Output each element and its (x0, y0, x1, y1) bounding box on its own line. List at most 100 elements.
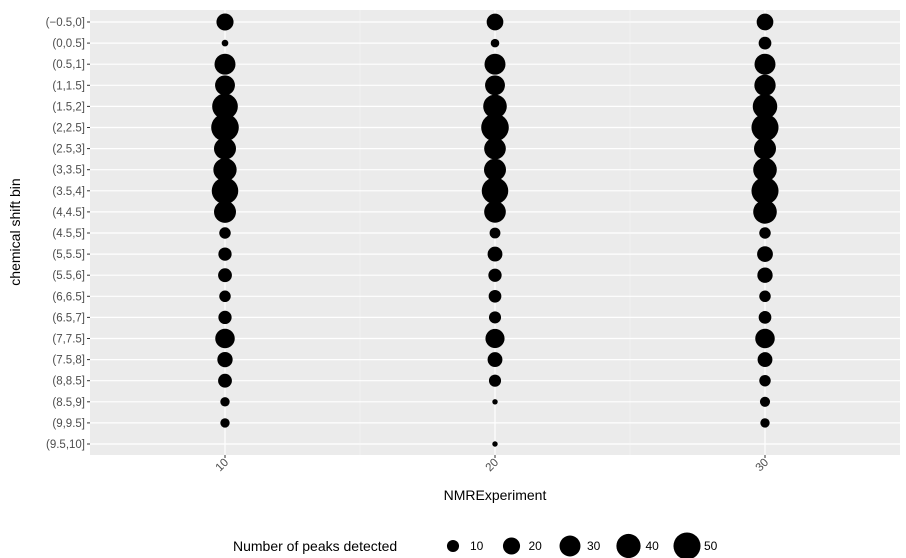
data-point (484, 201, 506, 223)
legend-label: 10 (470, 539, 484, 553)
y-tick-label: (−0.5,0] (46, 17, 85, 29)
data-point (758, 36, 772, 50)
data-point (492, 399, 498, 405)
y-tick-label: (0.5,1] (52, 59, 85, 71)
data-point (487, 352, 503, 368)
legend-label: 40 (646, 539, 660, 553)
data-point (490, 38, 500, 48)
data-point (752, 94, 778, 119)
data-point (218, 247, 232, 261)
legend-key (616, 533, 641, 558)
data-point (215, 328, 235, 349)
data-point (215, 75, 235, 96)
data-point (488, 289, 502, 303)
data-point (220, 397, 230, 407)
data-point (214, 200, 236, 223)
data-point (753, 200, 777, 224)
data-point (759, 374, 771, 387)
data-point (484, 53, 506, 75)
data-point (756, 13, 774, 31)
x-tick-label: 30 (754, 457, 772, 475)
data-point (213, 158, 237, 182)
data-point (211, 177, 239, 205)
data-point (488, 374, 502, 387)
data-point (754, 137, 776, 160)
data-point (481, 113, 509, 142)
data-point (757, 246, 773, 262)
y-tick-label: (6.5,7] (52, 312, 85, 324)
y-tick-label: (2,2.5] (52, 123, 85, 135)
data-point (755, 328, 775, 349)
data-point (751, 177, 779, 205)
data-point (216, 13, 234, 31)
x-axis-title: NMRExperiment (444, 487, 547, 503)
data-point (757, 352, 773, 368)
data-point (218, 373, 232, 388)
data-point (486, 13, 504, 31)
data-point (488, 268, 502, 282)
legend: Number of peaks detected 10 20 30 40 50 (233, 532, 718, 558)
y-tick-label: (3.5,4] (52, 186, 85, 198)
y-tick-label: (7,7.5] (52, 334, 85, 346)
data-point (217, 351, 233, 368)
data-point (211, 113, 239, 142)
y-tick-label: (1,1.5] (52, 80, 85, 92)
data-point (489, 227, 501, 239)
data-point (759, 396, 771, 407)
data-point (760, 418, 770, 428)
data-point (221, 39, 229, 47)
y-tick-label: (4.5,5] (52, 228, 85, 240)
y-tick-label: (3,3.5] (52, 165, 85, 177)
y-tick-label: (7.5,8] (52, 355, 85, 367)
data-point (212, 93, 238, 120)
data-point (754, 74, 776, 96)
data-point (753, 157, 777, 182)
x-tick-label: 10 (214, 457, 232, 475)
data-point (214, 53, 236, 75)
y-axis-title: chemical shift bin (7, 178, 23, 285)
legend-key (502, 537, 521, 555)
data-point (758, 311, 772, 324)
y-tick-label: (8,8.5] (52, 376, 85, 388)
y-tick-label: (0,0.5] (52, 38, 85, 50)
y-tick-label: (2.5,3] (52, 144, 85, 156)
legend-label: 30 (587, 539, 601, 553)
y-tick-label: (1.5,2] (52, 101, 85, 113)
data-point (759, 290, 771, 303)
data-point (219, 227, 231, 239)
legend-label: 50 (704, 539, 718, 553)
y-axis: (−0.5,0] (0,0.5] (0.5,1] (1,1.5] (1.5,2] (2,2… (46, 17, 90, 451)
legend-title: Number of peaks detected (233, 538, 397, 554)
data-point (484, 158, 506, 181)
legend-label: 20 (529, 539, 543, 553)
x-axis: 10 20 30 (214, 455, 772, 475)
y-tick-label: (4,4.5] (52, 207, 85, 219)
y-tick-label: (9.5,10] (46, 439, 85, 451)
legend-key (446, 539, 460, 553)
data-point (757, 267, 773, 283)
data-point (485, 75, 505, 96)
y-tick-label: (6,6.5] (52, 291, 85, 303)
data-point (484, 137, 506, 160)
y-tick-label: (9,9.5] (52, 418, 85, 430)
y-tick-label: (5,5.5] (52, 249, 85, 261)
data-point (481, 177, 509, 205)
data-point (218, 310, 232, 325)
data-point (759, 227, 771, 239)
y-tick-label: (5.5,6] (52, 270, 85, 282)
data-point (483, 94, 507, 119)
data-point (214, 137, 236, 160)
data-point (487, 246, 503, 262)
data-point (492, 441, 498, 447)
data-point (485, 328, 505, 349)
y-tick-label: (8.5,9] (52, 397, 85, 409)
data-point (219, 290, 231, 303)
legend-key (559, 535, 581, 557)
data-point (218, 268, 232, 283)
data-point (488, 311, 502, 324)
data-point (220, 418, 230, 428)
data-point (751, 113, 779, 142)
data-point (754, 53, 776, 75)
legend-key (673, 532, 701, 558)
